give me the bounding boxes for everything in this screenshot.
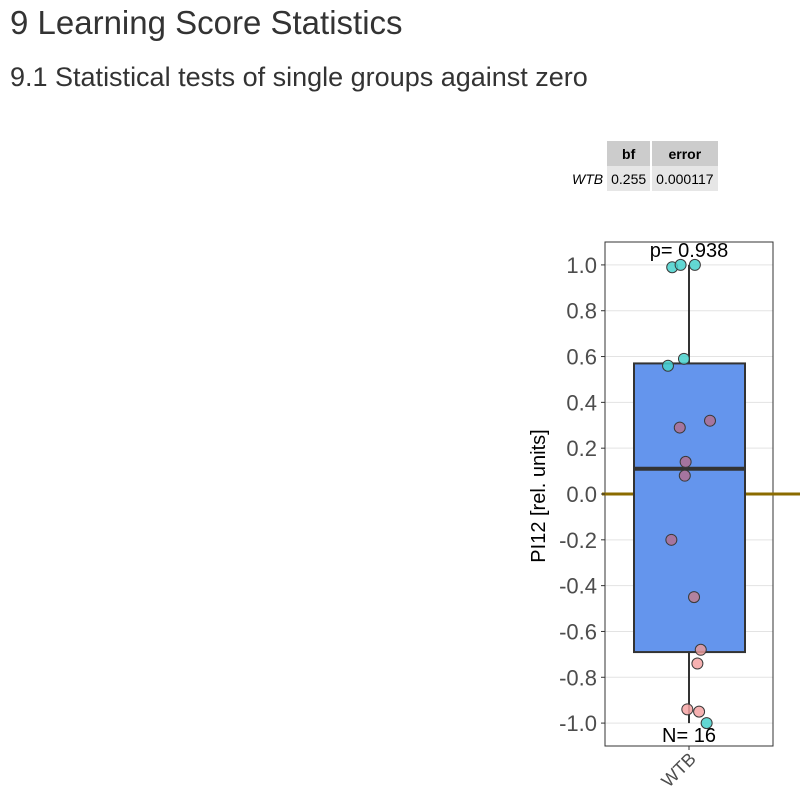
data-point [694,643,707,656]
data-point [665,533,678,546]
x-tick-label: WTB [657,749,699,791]
table-header-error: error [652,141,718,166]
table-cell-error: 0.000117 [652,166,718,191]
table-row-name: WTB [572,170,604,187]
data-point [673,421,686,434]
data-point [688,258,701,271]
bayes-factor-table: bf error WTB 0.255 0.000117 [566,141,720,191]
y-tick-label: -1.0 [559,711,597,736]
data-point [674,258,687,271]
y-tick-label: -0.8 [559,665,597,690]
y-tick-label: 0.6 [566,345,597,370]
data-point [693,705,706,718]
data-point [681,703,694,716]
y-tick-label: -0.4 [559,574,597,599]
table-header-row: bf error [568,141,718,166]
data-point [700,717,713,730]
table-header-bf: bf [607,141,651,166]
box-group [633,264,746,724]
data-point [677,352,690,365]
y-tick-label: 1.0 [566,253,597,278]
table-cell-bf: 0.255 [607,166,651,191]
y-axis-label: PI12 [rel. units] [528,429,550,562]
y-tick-label: 0.8 [566,299,597,324]
y-tick-label: 0.0 [566,482,597,507]
data-point [678,469,691,482]
page-title: 9 Learning Score Statistics [10,4,403,41]
x-axis: WTB [657,746,700,791]
y-tick-label: 0.4 [566,390,597,415]
data-point [688,591,701,604]
section-subtitle: 9.1 Statistical tests of single groups a… [10,62,588,92]
y-tick-label: -0.2 [559,528,597,553]
points-group [662,258,716,730]
p-value-label: p= 0.938 [650,240,728,262]
box-rect [633,362,746,654]
y-tick-label: 0.2 [566,436,597,461]
n-count-label: N= 16 [662,725,716,747]
y-axis: 1.0 0.8 0.6 0.4 0.2 0.0 -0.2 -0.4 -0.6 -0.8 -1.0 [559,253,605,736]
table-row: WTB 0.255 0.000117 [568,166,718,191]
data-point [704,414,716,427]
y-tick-label: -0.6 [559,619,597,644]
data-point [662,359,674,372]
data-point [691,657,704,670]
data-point [679,455,692,468]
